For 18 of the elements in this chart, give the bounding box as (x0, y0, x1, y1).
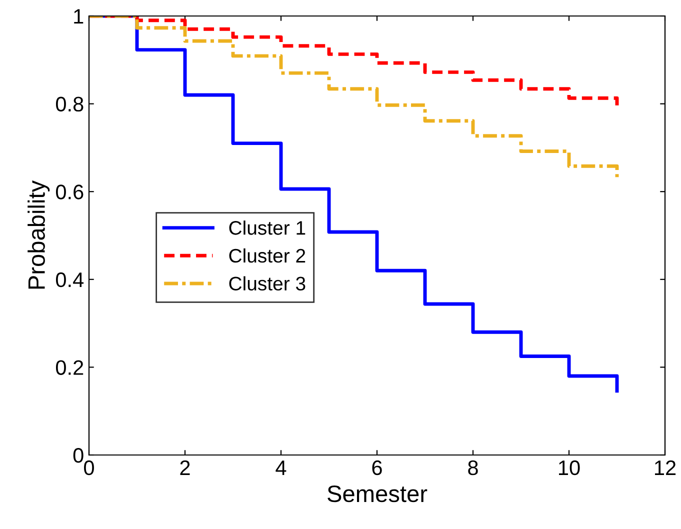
y-tick-label: 0.4 (56, 272, 84, 288)
y-tick-label: 0 (73, 448, 84, 463)
x-tick-label: 10 (559, 460, 580, 476)
y-tick-label: 0.8 (56, 96, 84, 112)
y-axis-title: Probability (28, 180, 50, 289)
x-tick-label: 6 (372, 460, 382, 476)
x-tick-label: 4 (276, 460, 286, 475)
legend-label: Cluster 1 (229, 220, 306, 235)
x-tick-label: 12 (655, 460, 676, 475)
x-axis-title: Semester (328, 485, 428, 502)
legend-label: Cluster 3 (229, 276, 306, 291)
x-tick-label: 0 (84, 460, 94, 476)
legend-label: Cluster 2 (229, 248, 306, 263)
y-tick-label: 0.2 (56, 360, 84, 375)
y-tick-label: 1 (74, 9, 84, 24)
x-tick-label: 2 (180, 460, 190, 475)
y-tick-label: 0.6 (56, 184, 84, 200)
x-tick-label: 8 (468, 460, 478, 476)
